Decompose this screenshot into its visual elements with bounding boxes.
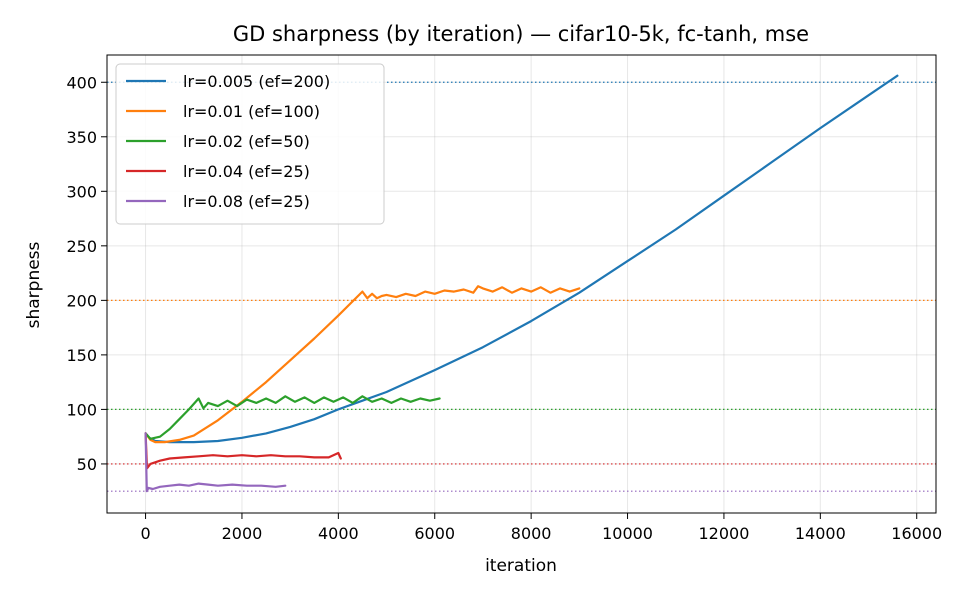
y-tick-label: 200 [66, 291, 97, 310]
x-tick-label: 8000 [511, 524, 552, 543]
legend-label: lr=0.01 (ef=100) [183, 102, 320, 121]
legend-label: lr=0.02 (ef=50) [183, 132, 310, 151]
x-tick-label: 10000 [602, 524, 653, 543]
y-tick-label: 250 [66, 237, 97, 256]
y-tick-label: 50 [77, 455, 97, 474]
y-tick-label: 400 [66, 73, 97, 92]
legend-label: lr=0.08 (ef=25) [183, 192, 310, 211]
series-line [144, 395, 441, 440]
y-tick-label: 100 [66, 400, 97, 419]
y-tick-label: 350 [66, 128, 97, 147]
x-tick-label: 2000 [222, 524, 263, 543]
y-tick-label: 150 [66, 346, 97, 365]
x-axis-label: iteration [485, 556, 557, 576]
series-line [144, 432, 342, 470]
series-layer [144, 74, 899, 493]
chart-title: GD sharpness (by iteration) — cifar10-5k… [233, 22, 809, 46]
series-line [144, 432, 287, 493]
y-axis-label: sharpness [24, 241, 44, 328]
x-tick-label: 14000 [795, 524, 846, 543]
y-axis-ticks: 50 100 150 200 250 300 350 400 [66, 73, 107, 474]
x-tick-label: 4000 [318, 524, 359, 543]
x-tick-label: 6000 [414, 524, 455, 543]
legend-frame [115, 63, 385, 225]
x-axis-ticks: 0 2000 4000 6000 8000 10000 12000 14000 16000 [140, 513, 942, 543]
plot-frame [106, 54, 937, 514]
legend: lr=0.005 (ef=200) lr=0.01 (ef=100) lr=0.02… [115, 63, 385, 225]
legend-label: lr=0.005 (ef=200) [183, 72, 330, 91]
x-tick-label: 16000 [891, 524, 942, 543]
legend-label: lr=0.04 (ef=25) [183, 162, 310, 181]
x-tick-label: 12000 [698, 524, 749, 543]
y-tick-label: 300 [66, 182, 97, 201]
series-line [144, 74, 899, 444]
series-line [144, 285, 581, 444]
x-tick-label: 0 [140, 524, 150, 543]
